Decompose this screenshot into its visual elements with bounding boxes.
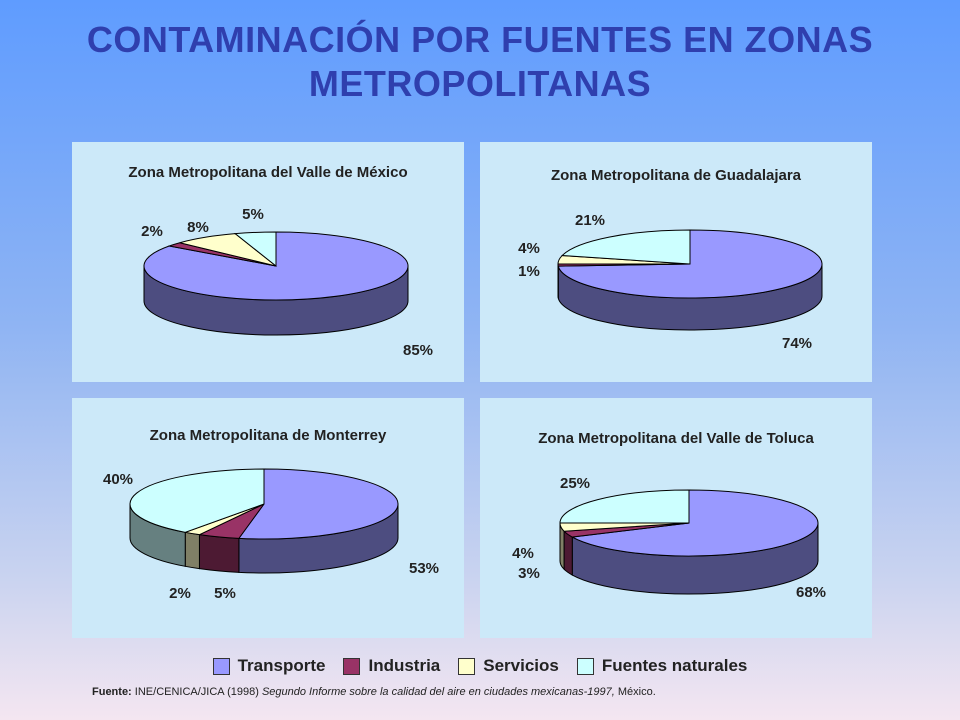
pie-slices	[129, 468, 399, 540]
data-label-industria: 1%	[518, 263, 540, 280]
chart-panel-toluca: Zona Metropolitana del Valle de Toluca 6…	[480, 398, 872, 638]
chart-panel-valle-de-mexico: Zona Metropolitana del Valle de México 8…	[72, 142, 464, 382]
pie-slice-transporte	[237, 468, 399, 540]
chart-panel-monterrey: Zona Metropolitana de Monterrey 53% 5% 2% 4…	[72, 398, 464, 638]
data-label-fuentes-naturales: 25%	[560, 475, 590, 492]
source-org: INE/CENICA/JICA (1998)	[134, 686, 259, 698]
pie-slices	[143, 231, 409, 301]
chart-title: Zona Metropolitana de Guadalajara	[550, 167, 802, 184]
legend-label: Fuentes naturales	[601, 656, 748, 675]
legend-swatch	[212, 657, 230, 675]
chart-title: Zona Metropolitana del Valle de México	[128, 164, 408, 181]
pie-chart: 68% 3% 4% 25%	[512, 475, 826, 601]
pie-chart: 85% 2% 8% 5%	[141, 206, 433, 359]
legend-swatch	[343, 657, 361, 675]
legend-item-fuentes-naturales: Fuentes naturales	[576, 656, 748, 676]
source-publication: Segundo Informe sobre la calidad del air…	[261, 686, 615, 698]
legend: Transporte Industria Servicios Fuentes n…	[0, 656, 960, 676]
legend-item-transporte: Transporte	[212, 656, 326, 676]
data-label-servicios: 4%	[512, 545, 534, 562]
data-label-industria: 5%	[214, 585, 236, 602]
data-label-transporte: 53%	[409, 560, 439, 577]
chart-panel-guadalajara: Zona Metropolitana de Guadalajara 74% 1% 4…	[480, 142, 872, 382]
title-line-1: CONTAMINACIÓN POR FUENTES EN ZONAS	[86, 19, 874, 60]
legend-item-servicios: Servicios	[458, 656, 559, 676]
pie-slices	[557, 229, 823, 299]
pie-slice-transporte	[570, 489, 819, 557]
legend-label: Servicios	[483, 656, 559, 675]
data-label-servicios: 2%	[169, 585, 191, 602]
pie-slice-fuentes-naturales	[561, 229, 691, 265]
pie-slices	[559, 489, 819, 557]
pie-side-industria	[563, 530, 573, 576]
data-label-fuentes-naturales: 5%	[242, 206, 264, 223]
chart-title: Zona Metropolitana de Monterrey	[149, 427, 387, 444]
data-label-industria: 3%	[518, 565, 540, 582]
data-label-transporte: 74%	[782, 335, 812, 352]
source-place: México.	[617, 686, 656, 698]
legend-swatch	[458, 657, 476, 675]
page-title: CONTAMINACIÓN POR FUENTES EN ZONAS METRO…	[0, 18, 960, 106]
data-label-transporte: 68%	[796, 584, 826, 601]
title-line-2: METROPOLITANAS	[308, 63, 652, 104]
source-note: Fuente: INE/CENICA/JICA (1998) Segundo I…	[92, 686, 656, 698]
legend-item-industria: Industria	[343, 656, 440, 676]
data-label-servicios: 8%	[187, 219, 209, 236]
source-label: Fuente:	[92, 686, 132, 698]
data-label-industria: 2%	[141, 223, 163, 240]
pie-slice-fuentes-naturales	[559, 489, 690, 524]
chart-title: Zona Metropolitana del Valle de Toluca	[538, 430, 814, 447]
pie-chart: 53% 5% 2% 40%	[103, 468, 439, 602]
legend-label: Transporte	[237, 656, 326, 675]
legend-swatch	[576, 657, 594, 675]
data-label-fuentes-naturales: 21%	[575, 212, 605, 229]
pie-slice-fuentes-naturales	[233, 231, 277, 268]
pie-slice-fuentes-naturales	[129, 468, 265, 533]
data-label-fuentes-naturales: 40%	[103, 471, 133, 488]
data-label-servicios: 4%	[518, 240, 540, 257]
pie-side-industria	[198, 534, 240, 573]
legend-label: Industria	[368, 656, 441, 675]
pie-chart: 74% 1% 4% 21%	[518, 212, 823, 352]
pie-side-servicios	[184, 531, 200, 570]
data-label-transporte: 85%	[403, 342, 433, 359]
